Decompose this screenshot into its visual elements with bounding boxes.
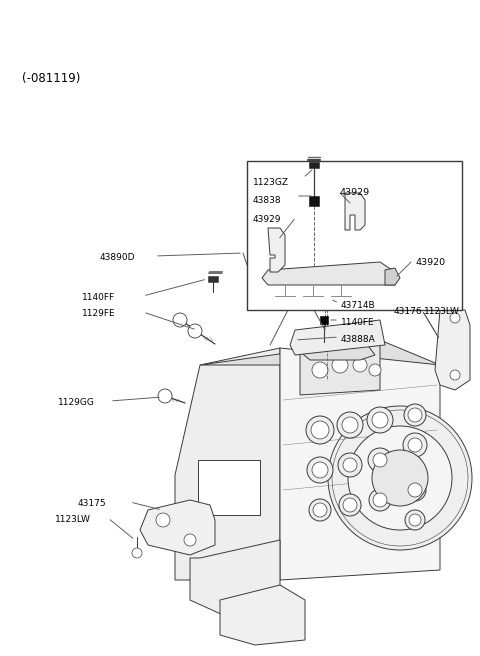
- Text: 1123LW: 1123LW: [55, 515, 91, 524]
- Circle shape: [408, 483, 422, 497]
- Circle shape: [311, 421, 329, 439]
- Circle shape: [369, 364, 381, 376]
- Polygon shape: [140, 500, 215, 555]
- Circle shape: [343, 498, 357, 512]
- Bar: [309, 196, 319, 206]
- Circle shape: [188, 324, 202, 338]
- Circle shape: [343, 458, 357, 472]
- Polygon shape: [220, 585, 305, 645]
- Polygon shape: [175, 348, 280, 580]
- Circle shape: [309, 499, 331, 521]
- Circle shape: [348, 426, 452, 530]
- Polygon shape: [262, 262, 395, 285]
- Bar: [320, 316, 328, 324]
- Circle shape: [342, 417, 358, 433]
- Circle shape: [373, 493, 387, 507]
- Polygon shape: [190, 540, 280, 625]
- Polygon shape: [200, 340, 440, 365]
- Polygon shape: [385, 268, 400, 285]
- Circle shape: [307, 457, 333, 483]
- Circle shape: [450, 370, 460, 380]
- Text: 43890D: 43890D: [100, 253, 135, 262]
- Bar: [208, 276, 218, 282]
- Circle shape: [184, 534, 196, 546]
- Text: 43929: 43929: [340, 188, 370, 197]
- Text: 1129FE: 1129FE: [82, 309, 116, 318]
- Circle shape: [338, 453, 362, 477]
- Text: 43929: 43929: [253, 215, 281, 224]
- Bar: [320, 295, 330, 305]
- Circle shape: [368, 448, 392, 472]
- Polygon shape: [300, 340, 380, 395]
- Circle shape: [403, 433, 427, 457]
- Circle shape: [313, 503, 327, 517]
- Circle shape: [405, 510, 425, 530]
- Circle shape: [156, 513, 170, 527]
- Bar: [309, 162, 319, 168]
- Polygon shape: [280, 348, 440, 580]
- Bar: [198, 460, 260, 515]
- Polygon shape: [268, 228, 285, 272]
- Circle shape: [367, 407, 393, 433]
- Text: 1129GG: 1129GG: [58, 398, 95, 407]
- Circle shape: [337, 412, 363, 438]
- Circle shape: [132, 548, 142, 558]
- Text: 1123GZ: 1123GZ: [253, 178, 289, 187]
- Circle shape: [450, 313, 460, 323]
- Circle shape: [312, 462, 328, 478]
- Circle shape: [409, 514, 421, 526]
- Circle shape: [173, 313, 187, 327]
- Circle shape: [373, 453, 387, 467]
- Polygon shape: [435, 310, 470, 390]
- Circle shape: [353, 358, 367, 372]
- Polygon shape: [290, 320, 385, 355]
- Circle shape: [328, 406, 472, 550]
- Circle shape: [339, 494, 361, 516]
- Text: 43888A: 43888A: [341, 335, 376, 344]
- Text: 1140FF: 1140FF: [82, 293, 115, 302]
- Text: (-081119): (-081119): [22, 72, 80, 85]
- Polygon shape: [345, 193, 365, 230]
- Text: 43714B: 43714B: [341, 301, 376, 310]
- Text: 43920: 43920: [415, 258, 445, 267]
- Text: 43175: 43175: [78, 499, 107, 508]
- Circle shape: [404, 479, 426, 501]
- Circle shape: [332, 357, 348, 373]
- Text: 43838: 43838: [253, 196, 282, 205]
- Circle shape: [408, 438, 422, 452]
- Polygon shape: [298, 335, 375, 360]
- Circle shape: [372, 450, 428, 506]
- Circle shape: [404, 404, 426, 426]
- Text: 1140FE: 1140FE: [341, 318, 374, 327]
- Circle shape: [312, 362, 328, 378]
- Circle shape: [306, 416, 334, 444]
- Text: 43176: 43176: [394, 307, 422, 316]
- Circle shape: [372, 412, 388, 428]
- Circle shape: [369, 489, 391, 511]
- Circle shape: [158, 389, 172, 403]
- Circle shape: [408, 408, 422, 422]
- Bar: [247, 161, 462, 310]
- Text: 1123LW: 1123LW: [424, 307, 460, 316]
